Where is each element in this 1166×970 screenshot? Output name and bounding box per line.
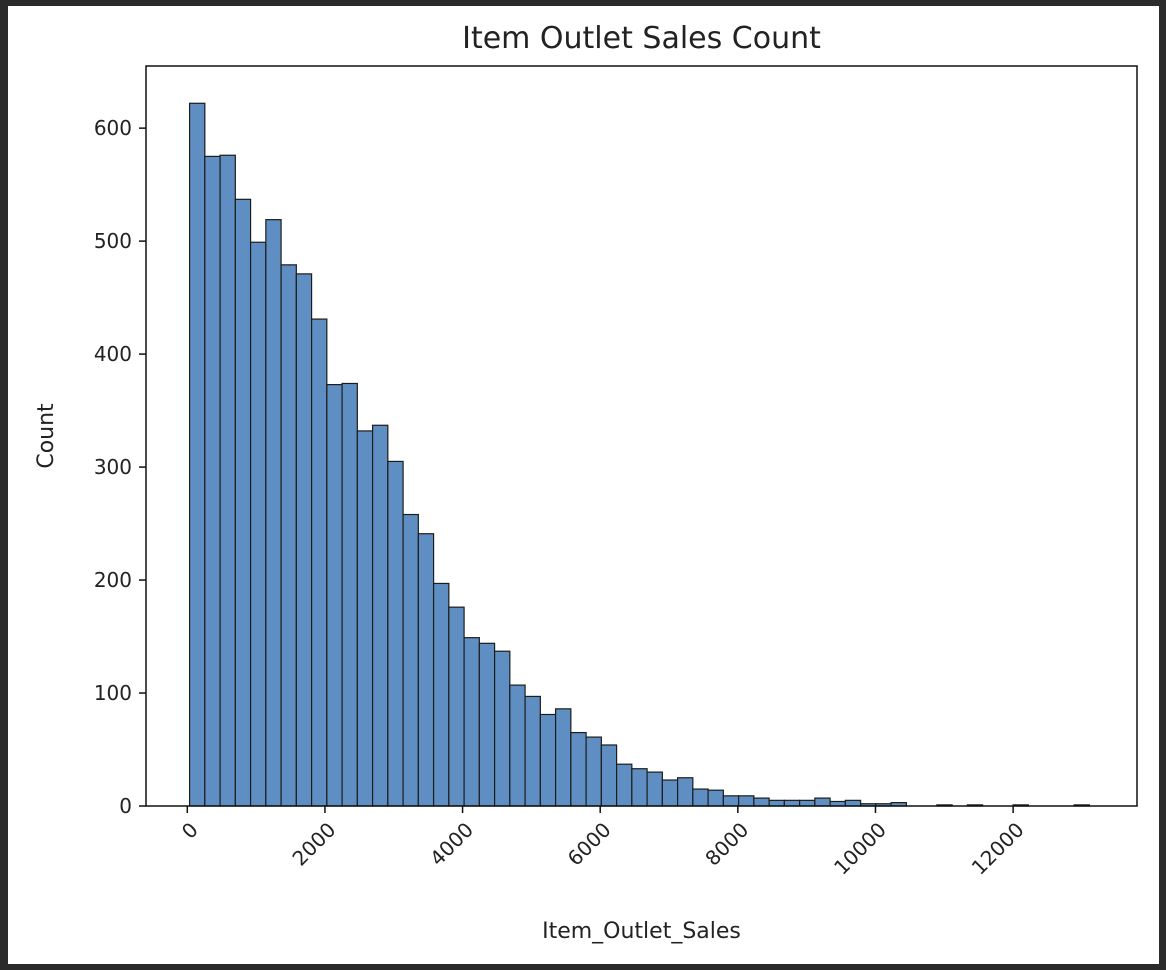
histogram-bar <box>722 795 740 807</box>
histogram-bar <box>493 650 511 807</box>
x-tick-label: 6000 <box>563 818 616 871</box>
histogram-bar <box>478 642 496 807</box>
histogram-bar <box>844 799 862 807</box>
histogram-bar <box>234 198 252 807</box>
bars-group <box>188 102 1090 807</box>
y-tick-label: 500 <box>94 229 132 253</box>
y-tick-label: 200 <box>94 568 132 592</box>
plot-area-border <box>145 65 1138 807</box>
histogram-chart: 0 2000 4000 6000 8000 10000 12000 0 100 200 300 40… <box>34 21 1138 944</box>
histogram-bar <box>280 264 297 807</box>
x-axis-ticks: 0 2000 4000 6000 8000 10000 12000 <box>177 806 1029 879</box>
x-tick-label: 12000 <box>967 818 1029 880</box>
histogram-bar <box>768 799 785 807</box>
histogram-bar <box>798 799 816 807</box>
histogram-bar <box>814 797 831 807</box>
histogram-bar <box>646 771 663 807</box>
histogram-bar <box>539 713 557 807</box>
histogram-bar <box>448 606 465 807</box>
histogram-bar <box>371 424 389 807</box>
y-tick-label: 600 <box>94 116 132 140</box>
histogram-bar <box>204 155 221 807</box>
histogram-bar <box>341 382 358 807</box>
y-tick-label: 0 <box>119 794 132 818</box>
histogram-bar <box>676 777 694 807</box>
y-tick-label: 100 <box>94 681 132 705</box>
histogram-bar <box>265 219 282 807</box>
histogram-bar <box>432 582 450 807</box>
histogram-bar <box>326 383 343 807</box>
histogram-bar <box>554 708 572 807</box>
x-tick-label: 8000 <box>700 818 753 871</box>
histogram-bar <box>188 102 206 807</box>
histogram-bar <box>310 318 328 807</box>
histogram-bar <box>509 684 526 807</box>
histogram-bar <box>463 637 480 807</box>
histogram-bar <box>295 273 313 807</box>
x-tick-label: 10000 <box>829 818 891 880</box>
y-axis-label: Count <box>34 403 59 469</box>
histogram-bar <box>570 731 587 807</box>
histogram-bar <box>219 154 236 807</box>
x-tick-label: 4000 <box>425 818 478 871</box>
histogram-bar <box>692 788 709 807</box>
histogram-bar <box>737 795 755 807</box>
y-tick-label: 400 <box>94 342 132 366</box>
histogram-bar <box>707 789 724 807</box>
x-axis-label: Item_Outlet_Sales <box>542 919 741 944</box>
y-tick-label: 300 <box>94 455 132 479</box>
histogram-bar <box>387 460 404 807</box>
histogram-bar <box>585 736 602 807</box>
chart-frame: 0 2000 4000 6000 8000 10000 12000 0 100 200 300 40… <box>8 6 1159 964</box>
histogram-bar <box>753 797 770 807</box>
chart-title: Item Outlet Sales Count <box>462 21 821 56</box>
histogram-bar <box>356 430 374 807</box>
x-tick-label: 0 <box>177 818 203 844</box>
histogram-bar <box>417 533 435 807</box>
y-axis-ticks: 0 100 200 300 400 500 600 <box>94 116 146 818</box>
histogram-bar <box>600 744 618 807</box>
histogram-bar <box>783 799 801 807</box>
histogram-bar <box>661 779 679 807</box>
histogram-bar <box>402 513 419 807</box>
histogram-bar <box>631 768 648 807</box>
histogram-bar <box>524 695 541 807</box>
histogram-bar <box>615 763 633 807</box>
histogram-bar <box>249 241 267 807</box>
x-tick-label: 2000 <box>287 818 340 871</box>
